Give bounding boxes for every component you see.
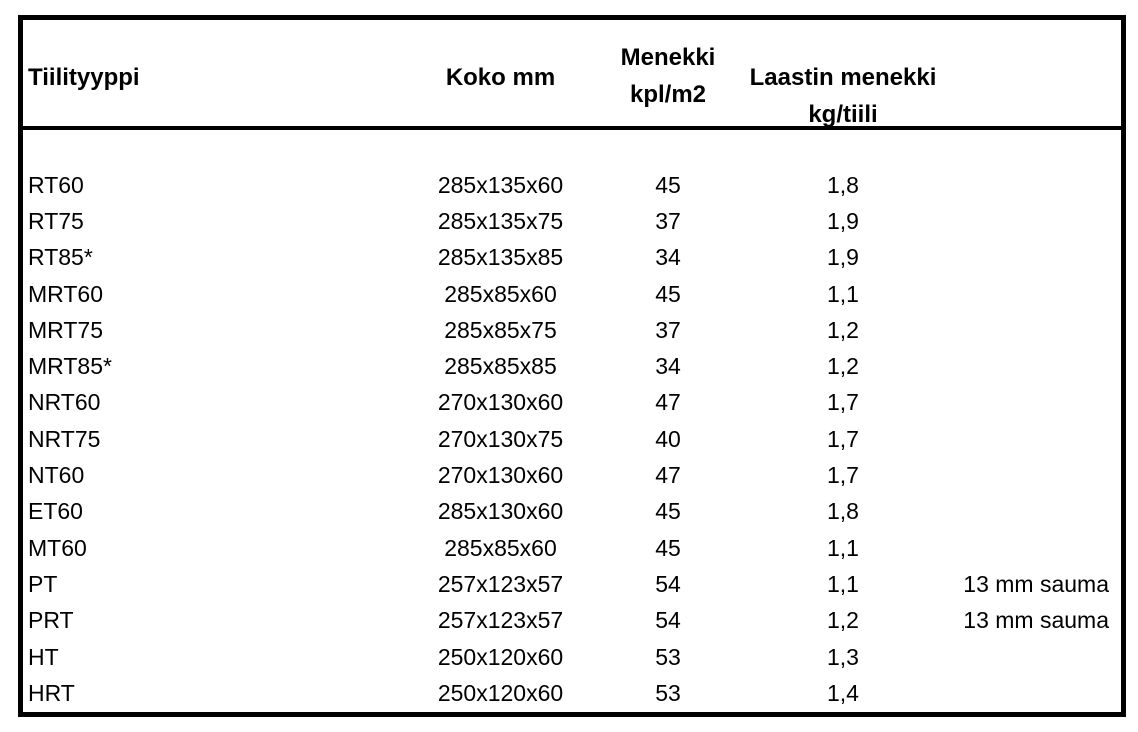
header-consumption-line1: Menekki — [620, 44, 716, 71]
brick-type-cell: RT60 — [28, 171, 84, 198]
table-row: PRT 257x123x57 54 1,2 13 mm sauma — [23, 603, 1121, 639]
size-mm-cell: 270x130x75 — [437, 425, 564, 452]
brick-type-cell: NT60 — [28, 462, 85, 489]
mortar-consumption-cell: 1,4 — [827, 679, 859, 706]
consumption-cell: 40 — [655, 425, 681, 452]
consumption-cell: 54 — [655, 570, 681, 597]
table-row: MT60 285x85x60 45 1,1 — [23, 530, 1121, 566]
mortar-consumption-cell: 1,2 — [827, 316, 859, 343]
header-size-mm: Koko mm — [413, 20, 588, 133]
consumption-cell: 45 — [655, 498, 681, 525]
table-row: RT60 285x135x60 45 1,8 — [23, 167, 1121, 203]
brick-type-cell: NRT75 — [28, 425, 101, 452]
brick-type-cell: HT — [28, 643, 59, 670]
mortar-consumption-cell: 1,7 — [827, 389, 859, 416]
size-mm-cell: 285x85x60 — [444, 534, 557, 561]
mortar-consumption-cell: 1,1 — [827, 570, 859, 597]
size-mm-cell: 257x123x57 — [437, 607, 564, 634]
consumption-cell: 34 — [655, 244, 681, 271]
brick-type-cell: HRT — [28, 679, 75, 706]
size-mm-cell: 270x130x60 — [437, 389, 564, 416]
consumption-cell: 54 — [655, 607, 681, 634]
size-mm-cell: 285x135x60 — [437, 171, 564, 198]
header-mortar-consumption: Laastin menekki kg/tiili — [748, 20, 938, 133]
brick-type-cell: MT60 — [28, 534, 87, 561]
mortar-consumption-cell: 1,1 — [827, 280, 859, 307]
table-row: ET60 285x130x60 45 1,8 — [23, 494, 1121, 530]
note-cell: 13 mm sauma — [963, 607, 1109, 634]
brick-spec-table: Tiilityyppi Koko mm Menekki kpl/m2 Laast… — [18, 15, 1126, 717]
size-mm-cell: 285x85x85 — [444, 353, 557, 380]
brick-type-cell: NRT60 — [28, 389, 101, 416]
table-row: MRT85* 285x85x85 34 1,2 — [23, 348, 1121, 384]
header-brick-type-label: Tiilityyppi — [28, 64, 140, 91]
header-note-column — [938, 20, 1121, 133]
table-row: HRT 250x120x60 53 1,4 — [23, 675, 1121, 711]
brick-type-cell: MRT75 — [28, 316, 103, 343]
note-cell: 13 mm sauma — [963, 570, 1109, 597]
mortar-consumption-cell: 1,7 — [827, 425, 859, 452]
consumption-cell: 37 — [655, 207, 681, 234]
table-body: RT60 285x135x60 45 1,8 RT75 285x135x75 3… — [23, 130, 1121, 711]
size-mm-cell: 270x130x60 — [437, 462, 564, 489]
consumption-cell: 45 — [655, 280, 681, 307]
brick-type-cell: MRT85* — [28, 353, 112, 380]
size-mm-cell: 285x130x60 — [437, 498, 564, 525]
brick-type-cell: PRT — [28, 607, 74, 634]
header-mortar-line2: kg/tiili — [808, 101, 878, 128]
brick-type-cell: ET60 — [28, 498, 83, 525]
size-mm-cell: 250x120x60 — [437, 679, 564, 706]
table-row: NT60 270x130x60 47 1,7 — [23, 457, 1121, 493]
mortar-consumption-cell: 1,9 — [827, 244, 859, 271]
brick-type-cell: RT75 — [28, 207, 84, 234]
size-mm-cell: 285x85x75 — [444, 316, 557, 343]
mortar-consumption-cell: 1,8 — [827, 498, 859, 525]
size-mm-cell: 257x123x57 — [437, 570, 564, 597]
consumption-cell: 47 — [655, 389, 681, 416]
table-row: MRT60 285x85x60 45 1,1 — [23, 276, 1121, 312]
header-brick-type: Tiilityyppi — [23, 20, 413, 133]
table-row: RT85* 285x135x85 34 1,9 — [23, 240, 1121, 276]
table-row: PT 257x123x57 54 1,1 13 mm sauma — [23, 566, 1121, 602]
size-mm-cell: 250x120x60 — [437, 643, 564, 670]
header-consumption-line2: kpl/m2 — [629, 81, 707, 108]
header-size-mm-label: Koko mm — [445, 64, 556, 91]
brick-type-cell: MRT60 — [28, 280, 103, 307]
brick-type-cell: PT — [28, 570, 58, 597]
size-mm-cell: 285x135x85 — [437, 244, 564, 271]
brick-type-cell: RT85* — [28, 244, 93, 271]
table-row: RT75 285x135x75 37 1,9 — [23, 203, 1121, 239]
table-row: NRT60 270x130x60 47 1,7 — [23, 385, 1121, 421]
table-row: NRT75 270x130x75 40 1,7 — [23, 421, 1121, 457]
table-row: HT 250x120x60 53 1,3 — [23, 639, 1121, 675]
consumption-cell: 47 — [655, 462, 681, 489]
header-mortar-line1: Laastin menekki — [749, 64, 937, 91]
mortar-consumption-cell: 1,1 — [827, 534, 859, 561]
consumption-cell: 45 — [655, 171, 681, 198]
size-mm-cell: 285x85x60 — [444, 280, 557, 307]
consumption-cell: 37 — [655, 316, 681, 343]
consumption-cell: 45 — [655, 534, 681, 561]
mortar-consumption-cell: 1,8 — [827, 171, 859, 198]
mortar-consumption-cell: 1,3 — [827, 643, 859, 670]
mortar-consumption-cell: 1,7 — [827, 462, 859, 489]
header-consumption: Menekki kpl/m2 — [588, 20, 748, 133]
mortar-consumption-cell: 1,9 — [827, 207, 859, 234]
mortar-consumption-cell: 1,2 — [827, 353, 859, 380]
consumption-cell: 34 — [655, 353, 681, 380]
size-mm-cell: 285x135x75 — [437, 207, 564, 234]
mortar-consumption-cell: 1,2 — [827, 607, 859, 634]
consumption-cell: 53 — [655, 679, 681, 706]
table-header-row: Tiilityyppi Koko mm Menekki kpl/m2 Laast… — [23, 20, 1121, 130]
consumption-cell: 53 — [655, 643, 681, 670]
table-row: MRT75 285x85x75 37 1,2 — [23, 312, 1121, 348]
